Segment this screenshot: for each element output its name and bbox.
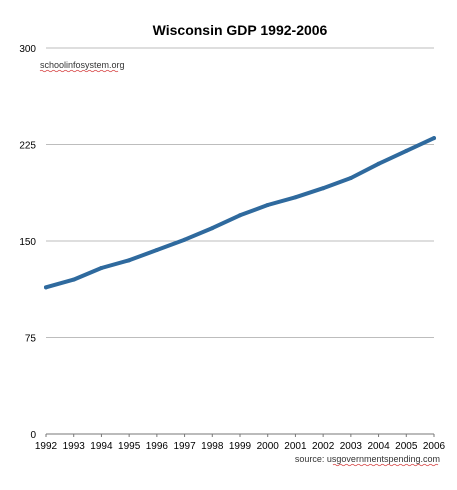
data-point	[321, 186, 326, 191]
watermark-spellcheck-underline	[39, 69, 119, 73]
data-point	[99, 266, 104, 271]
x-tick-label: 2001	[284, 441, 307, 452]
data-point	[210, 226, 215, 231]
data-point	[293, 195, 298, 200]
x-tick-label: 2002	[312, 441, 335, 452]
x-tick-label: 1998	[201, 441, 224, 452]
x-tick-label: 1992	[35, 441, 58, 452]
chart-title: Wisconsin GDP 1992-2006	[153, 22, 328, 38]
series-line	[44, 136, 436, 290]
x-tick-label: 1995	[118, 441, 141, 452]
gridlines	[46, 47, 434, 435]
x-tick-label: 2006	[423, 441, 446, 452]
data-point	[127, 258, 132, 263]
data-point	[182, 237, 187, 242]
data-point	[71, 277, 76, 282]
data-point	[238, 213, 242, 218]
x-tick-label: 2000	[257, 441, 280, 452]
data-point	[44, 285, 48, 290]
x-tick-label: 1993	[63, 441, 86, 452]
x-axis: 1992 1993 1994 1995 1996 1997 1998 1999 2000 2001…	[35, 434, 446, 452]
y-tick-label: 150	[19, 237, 36, 248]
x-tick-label: 1994	[90, 441, 113, 452]
y-axis: 0 75 150 225 300	[19, 44, 36, 441]
y-tick-label: 300	[19, 44, 36, 55]
data-point	[348, 175, 353, 180]
data-point	[432, 136, 436, 141]
x-tick-label: 2005	[395, 441, 418, 452]
data-point	[265, 202, 270, 207]
data-point	[154, 248, 159, 253]
data-point	[376, 161, 381, 166]
series-area	[44, 136, 436, 290]
x-tick-label: 1999	[229, 441, 252, 452]
source-spellcheck-underline	[332, 463, 439, 467]
x-tick-label: 1996	[146, 441, 169, 452]
watermark-label: schoolinfosystem.org	[40, 60, 125, 70]
x-tick-label: 1997	[173, 441, 196, 452]
x-tick-label: 2004	[367, 441, 390, 452]
source-label: source: usgovernmentspending.com	[295, 454, 440, 464]
y-tick-label: 0	[30, 430, 36, 441]
data-point	[404, 148, 409, 153]
y-tick-label: 225	[19, 141, 36, 152]
y-tick-label: 75	[25, 334, 37, 345]
x-tick-label: 2003	[340, 441, 363, 452]
